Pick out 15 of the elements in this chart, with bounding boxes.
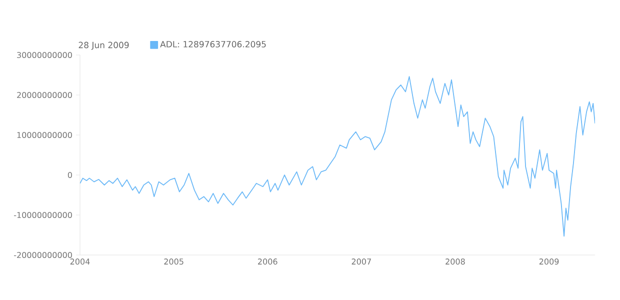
x-tick-label: 2005 (164, 258, 184, 265)
y-tick-label: 20000000000 (17, 92, 72, 98)
y-tick-label: 0 (68, 172, 72, 178)
x-tick-label: 2007 (352, 258, 371, 265)
legend-label: ADL: 12897637706.2095 (160, 40, 266, 48)
x-tick-label: 2008 (446, 258, 465, 265)
line-series (80, 76, 595, 237)
y-tick-label: -10000000000 (14, 212, 72, 218)
text: 28 Jun 2009 (78, 42, 129, 50)
x-tick-label: 2006 (258, 258, 278, 265)
y-tick-label: 30000000000 (17, 52, 72, 58)
y-tick-label: -20000000000 (14, 252, 72, 258)
x-tick-label: 2009 (539, 258, 559, 265)
y-tick-label: 10000000000 (17, 132, 72, 138)
x-tick-label: 2004 (70, 258, 90, 265)
